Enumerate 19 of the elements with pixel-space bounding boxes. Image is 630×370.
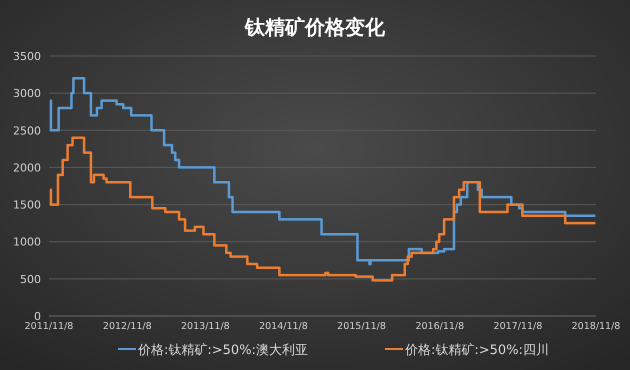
y-tick-label: 500 [20, 272, 41, 286]
y-tick-label: 3000 [13, 87, 41, 100]
chart-title: 钛精矿价格变化 [244, 15, 386, 39]
legend-label: 价格:钛精矿:>50%:澳大利亚 [137, 343, 308, 358]
y-tick-label: 1500 [13, 198, 41, 212]
y-tick-label: 2500 [13, 124, 41, 138]
x-tick-label: 2017/11/8 [494, 321, 542, 332]
y-tick-label: 1000 [13, 236, 41, 249]
x-tick-label: 2012/11/8 [102, 321, 152, 332]
y-tick-label: 2000 [13, 161, 41, 174]
x-tick-label: 2014/11/8 [259, 321, 308, 332]
x-tick-label: 2013/11/8 [181, 321, 230, 332]
x-tick-label: 2016/11/8 [415, 321, 464, 332]
x-tick-label: 2015/11/8 [337, 321, 386, 332]
legend-label: 价格:钛精矿:>50%:四川 [404, 343, 549, 358]
y-tick-label: 3500 [13, 50, 41, 63]
x-tick-label: 2011/11/8 [24, 321, 74, 332]
y-tick-label: 0 [34, 310, 41, 323]
x-tick-label: 2018/11/8 [572, 321, 620, 332]
